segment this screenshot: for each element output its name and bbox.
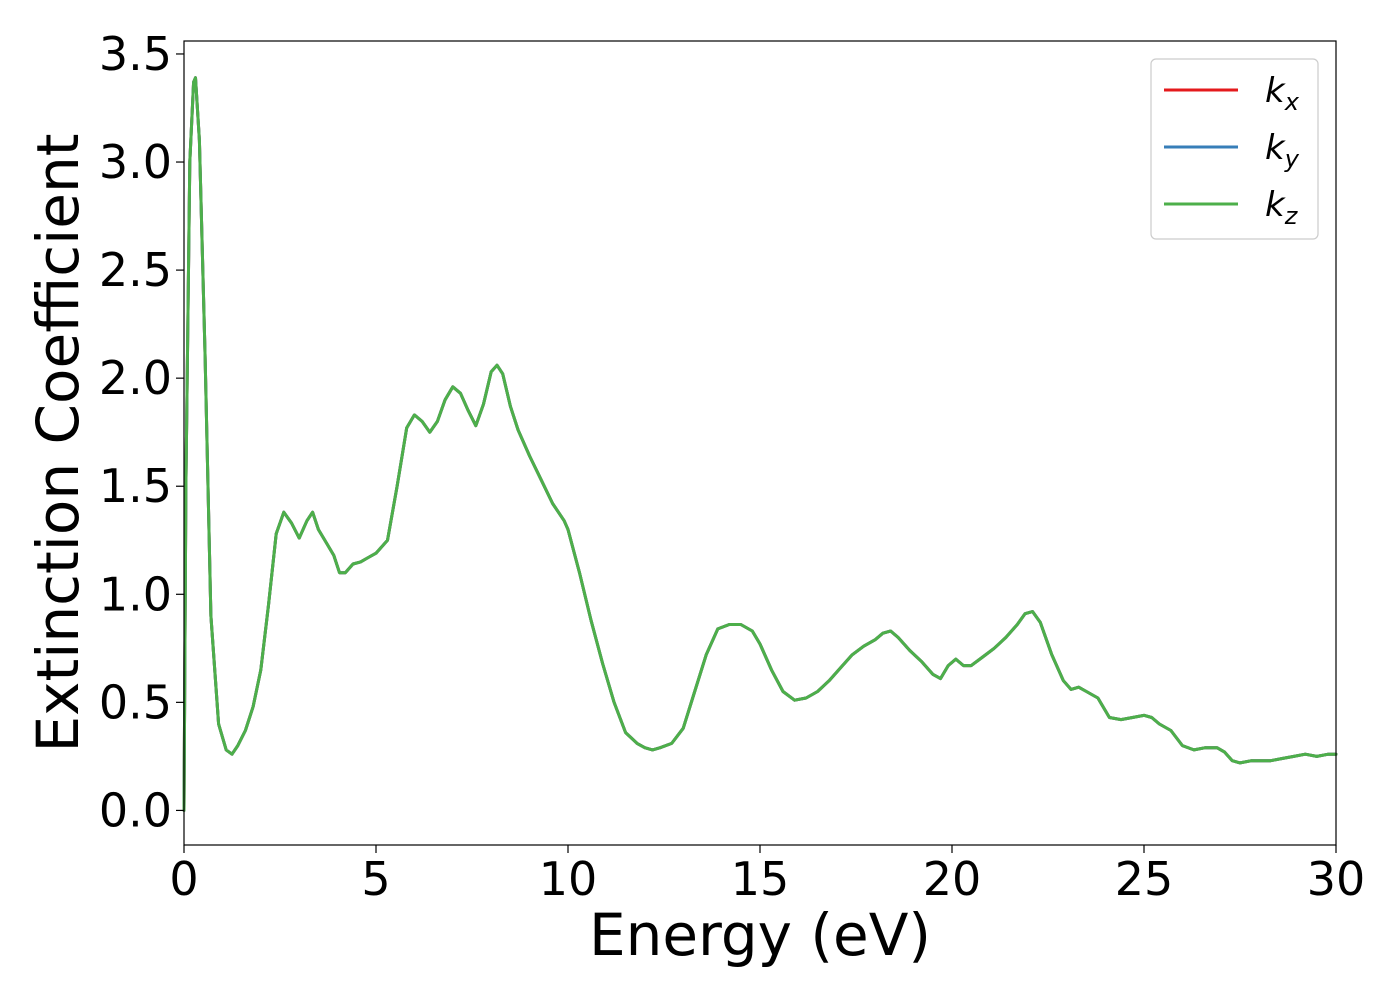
plot-area [182,76,1338,812]
x-axis-title: Energy (eV) [589,901,931,969]
y-tick-label: 2.5 [99,243,172,297]
x-tick-label: 25 [1115,852,1174,906]
x-tick-label: 30 [1307,852,1366,906]
y-tick-label: 3.5 [99,27,172,81]
legend-label-kx: kx [1265,71,1300,116]
x-tick-label: 20 [923,852,982,906]
x-axis-ticks: 0 5 10 15 20 25 30 [169,845,1365,906]
x-tick-label: 15 [731,852,790,906]
y-tick-label: 0.5 [99,675,172,729]
y-tick-label: 1.5 [99,459,172,513]
plot-frame [183,40,1337,846]
x-tick-label: 0 [169,852,198,906]
legend-box [1150,58,1319,240]
legend: kx ky kz [1150,58,1319,240]
y-tick-label: 0.0 [99,783,172,837]
x-tick-label: 5 [361,852,390,906]
y-tick-label: 1.0 [99,567,172,621]
legend-label-kz: kz [1265,185,1299,230]
x-tick-label: 10 [539,852,598,906]
series-line-k-z [182,76,1338,812]
y-axis-title: Extinction Coefficient [24,134,92,753]
y-tick-label: 3.0 [99,135,172,189]
legend-label-ky: ky [1265,128,1300,173]
y-axis-ticks: 0.0 0.5 1.0 1.5 2.0 2.5 3.0 3.5 [99,27,184,837]
y-tick-label: 2.0 [99,351,172,405]
